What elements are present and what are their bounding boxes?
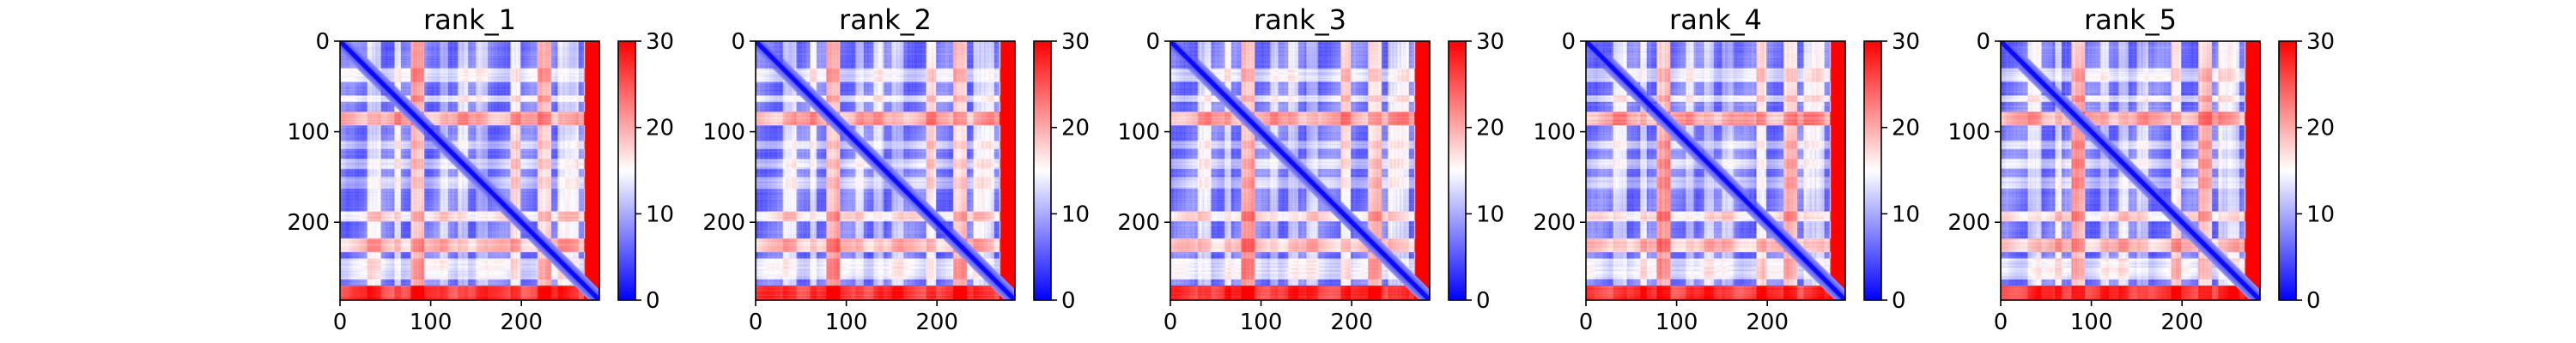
colorbar-tick-label: 30 bbox=[1476, 29, 1504, 55]
y-tick-label: 0 bbox=[315, 29, 330, 55]
panel-4: rank_4 0 100 200 0 100 200 0 10 20 30 bbox=[1533, 3, 1920, 335]
colorbar-tick-label: 30 bbox=[646, 29, 674, 55]
colorbar-tick-label: 10 bbox=[1061, 202, 1090, 227]
x-tick-label: 100 bbox=[1240, 310, 1283, 335]
panel-5: rank_5 0 100 200 0 100 200 0 10 20 30 bbox=[1947, 3, 2335, 335]
colorbar-tick-label: 10 bbox=[646, 202, 674, 227]
x-tick-label: 0 bbox=[1994, 310, 2008, 335]
colorbar-tick-label: 30 bbox=[1892, 29, 1920, 55]
x-tick-label: 200 bbox=[915, 310, 958, 335]
panel-3: rank_3 0 100 200 0 100 200 0 10 20 30 bbox=[1117, 3, 1504, 335]
panel-title: rank_4 bbox=[1669, 3, 1762, 36]
panel-title: rank_1 bbox=[423, 3, 516, 36]
colorbar-tick-label: 0 bbox=[1061, 288, 1076, 314]
panel-title: rank_2 bbox=[839, 3, 932, 36]
x-tick-label: 100 bbox=[2070, 310, 2113, 335]
y-tick-label: 200 bbox=[287, 210, 330, 236]
x-tick-label: 100 bbox=[410, 310, 453, 335]
colorbar-tick-label: 20 bbox=[1892, 116, 1920, 141]
colorbar-tick-label: 10 bbox=[1476, 202, 1504, 227]
y-tick-label: 100 bbox=[1533, 120, 1576, 146]
y-tick-label: 200 bbox=[702, 210, 745, 236]
x-tick-label: 200 bbox=[1746, 310, 1789, 335]
panel-title: rank_3 bbox=[1254, 3, 1346, 36]
colorbar bbox=[1863, 40, 1882, 301]
panel-title: rank_5 bbox=[2084, 3, 2177, 36]
heatmap-image bbox=[340, 41, 599, 300]
x-tick-label: 100 bbox=[1656, 310, 1698, 335]
colorbar-tick-label: 20 bbox=[2306, 116, 2335, 141]
colorbar-tick-label: 0 bbox=[1476, 288, 1491, 314]
axes-frame bbox=[339, 40, 600, 301]
colorbar-tick-label: 20 bbox=[1476, 116, 1504, 141]
heatmap-image bbox=[2001, 41, 2260, 300]
y-tick-label: 100 bbox=[702, 120, 745, 146]
x-tick-label: 200 bbox=[1330, 310, 1373, 335]
axes-frame bbox=[1170, 40, 1431, 301]
axes-frame bbox=[1585, 40, 1846, 301]
colorbar-tick-label: 0 bbox=[2306, 288, 2321, 314]
x-tick-label: 100 bbox=[825, 310, 868, 335]
x-tick-label: 0 bbox=[333, 310, 348, 335]
x-tick-label: 0 bbox=[1579, 310, 1594, 335]
y-tick-label: 100 bbox=[1117, 120, 1160, 146]
heatmap-image bbox=[756, 41, 1015, 300]
axes-frame bbox=[755, 40, 1016, 301]
x-tick-label: 200 bbox=[500, 310, 543, 335]
colorbar-tick-label: 20 bbox=[646, 116, 674, 141]
y-tick-label: 0 bbox=[1145, 29, 1160, 55]
x-tick-label: 0 bbox=[749, 310, 763, 335]
colorbar-tick-label: 0 bbox=[1892, 288, 1906, 314]
y-tick-label: 100 bbox=[1947, 120, 1990, 146]
axes-frame bbox=[2000, 40, 2261, 301]
y-tick-label: 100 bbox=[287, 120, 330, 146]
panel-1: rank_1 0 100 200 0 100 200 0 10 20 30 bbox=[287, 3, 674, 335]
colorbar-tick-label: 0 bbox=[646, 288, 660, 314]
x-tick-label: 200 bbox=[2160, 310, 2203, 335]
heatmap-image bbox=[1586, 41, 1845, 300]
y-tick-label: 200 bbox=[1533, 210, 1576, 236]
colorbar-tick-label: 30 bbox=[1061, 29, 1090, 55]
colorbar-tick-label: 30 bbox=[2306, 29, 2335, 55]
colorbar bbox=[1033, 40, 1052, 301]
colorbar-tick-label: 20 bbox=[1061, 116, 1090, 141]
y-tick-label: 0 bbox=[1561, 29, 1576, 55]
y-tick-label: 0 bbox=[731, 29, 745, 55]
y-tick-label: 0 bbox=[1976, 29, 1990, 55]
heatmap-image bbox=[1170, 41, 1430, 300]
x-tick-label: 0 bbox=[1163, 310, 1178, 335]
colorbar bbox=[617, 40, 636, 301]
colorbar bbox=[2278, 40, 2297, 301]
y-tick-label: 200 bbox=[1947, 210, 1990, 236]
colorbar-tick-label: 10 bbox=[2306, 202, 2335, 227]
colorbar-tick-label: 10 bbox=[1892, 202, 1920, 227]
y-tick-label: 200 bbox=[1117, 210, 1160, 236]
panel-2: rank_2 0 100 200 0 100 200 0 10 20 30 bbox=[702, 3, 1090, 335]
colorbar bbox=[1448, 40, 1467, 301]
